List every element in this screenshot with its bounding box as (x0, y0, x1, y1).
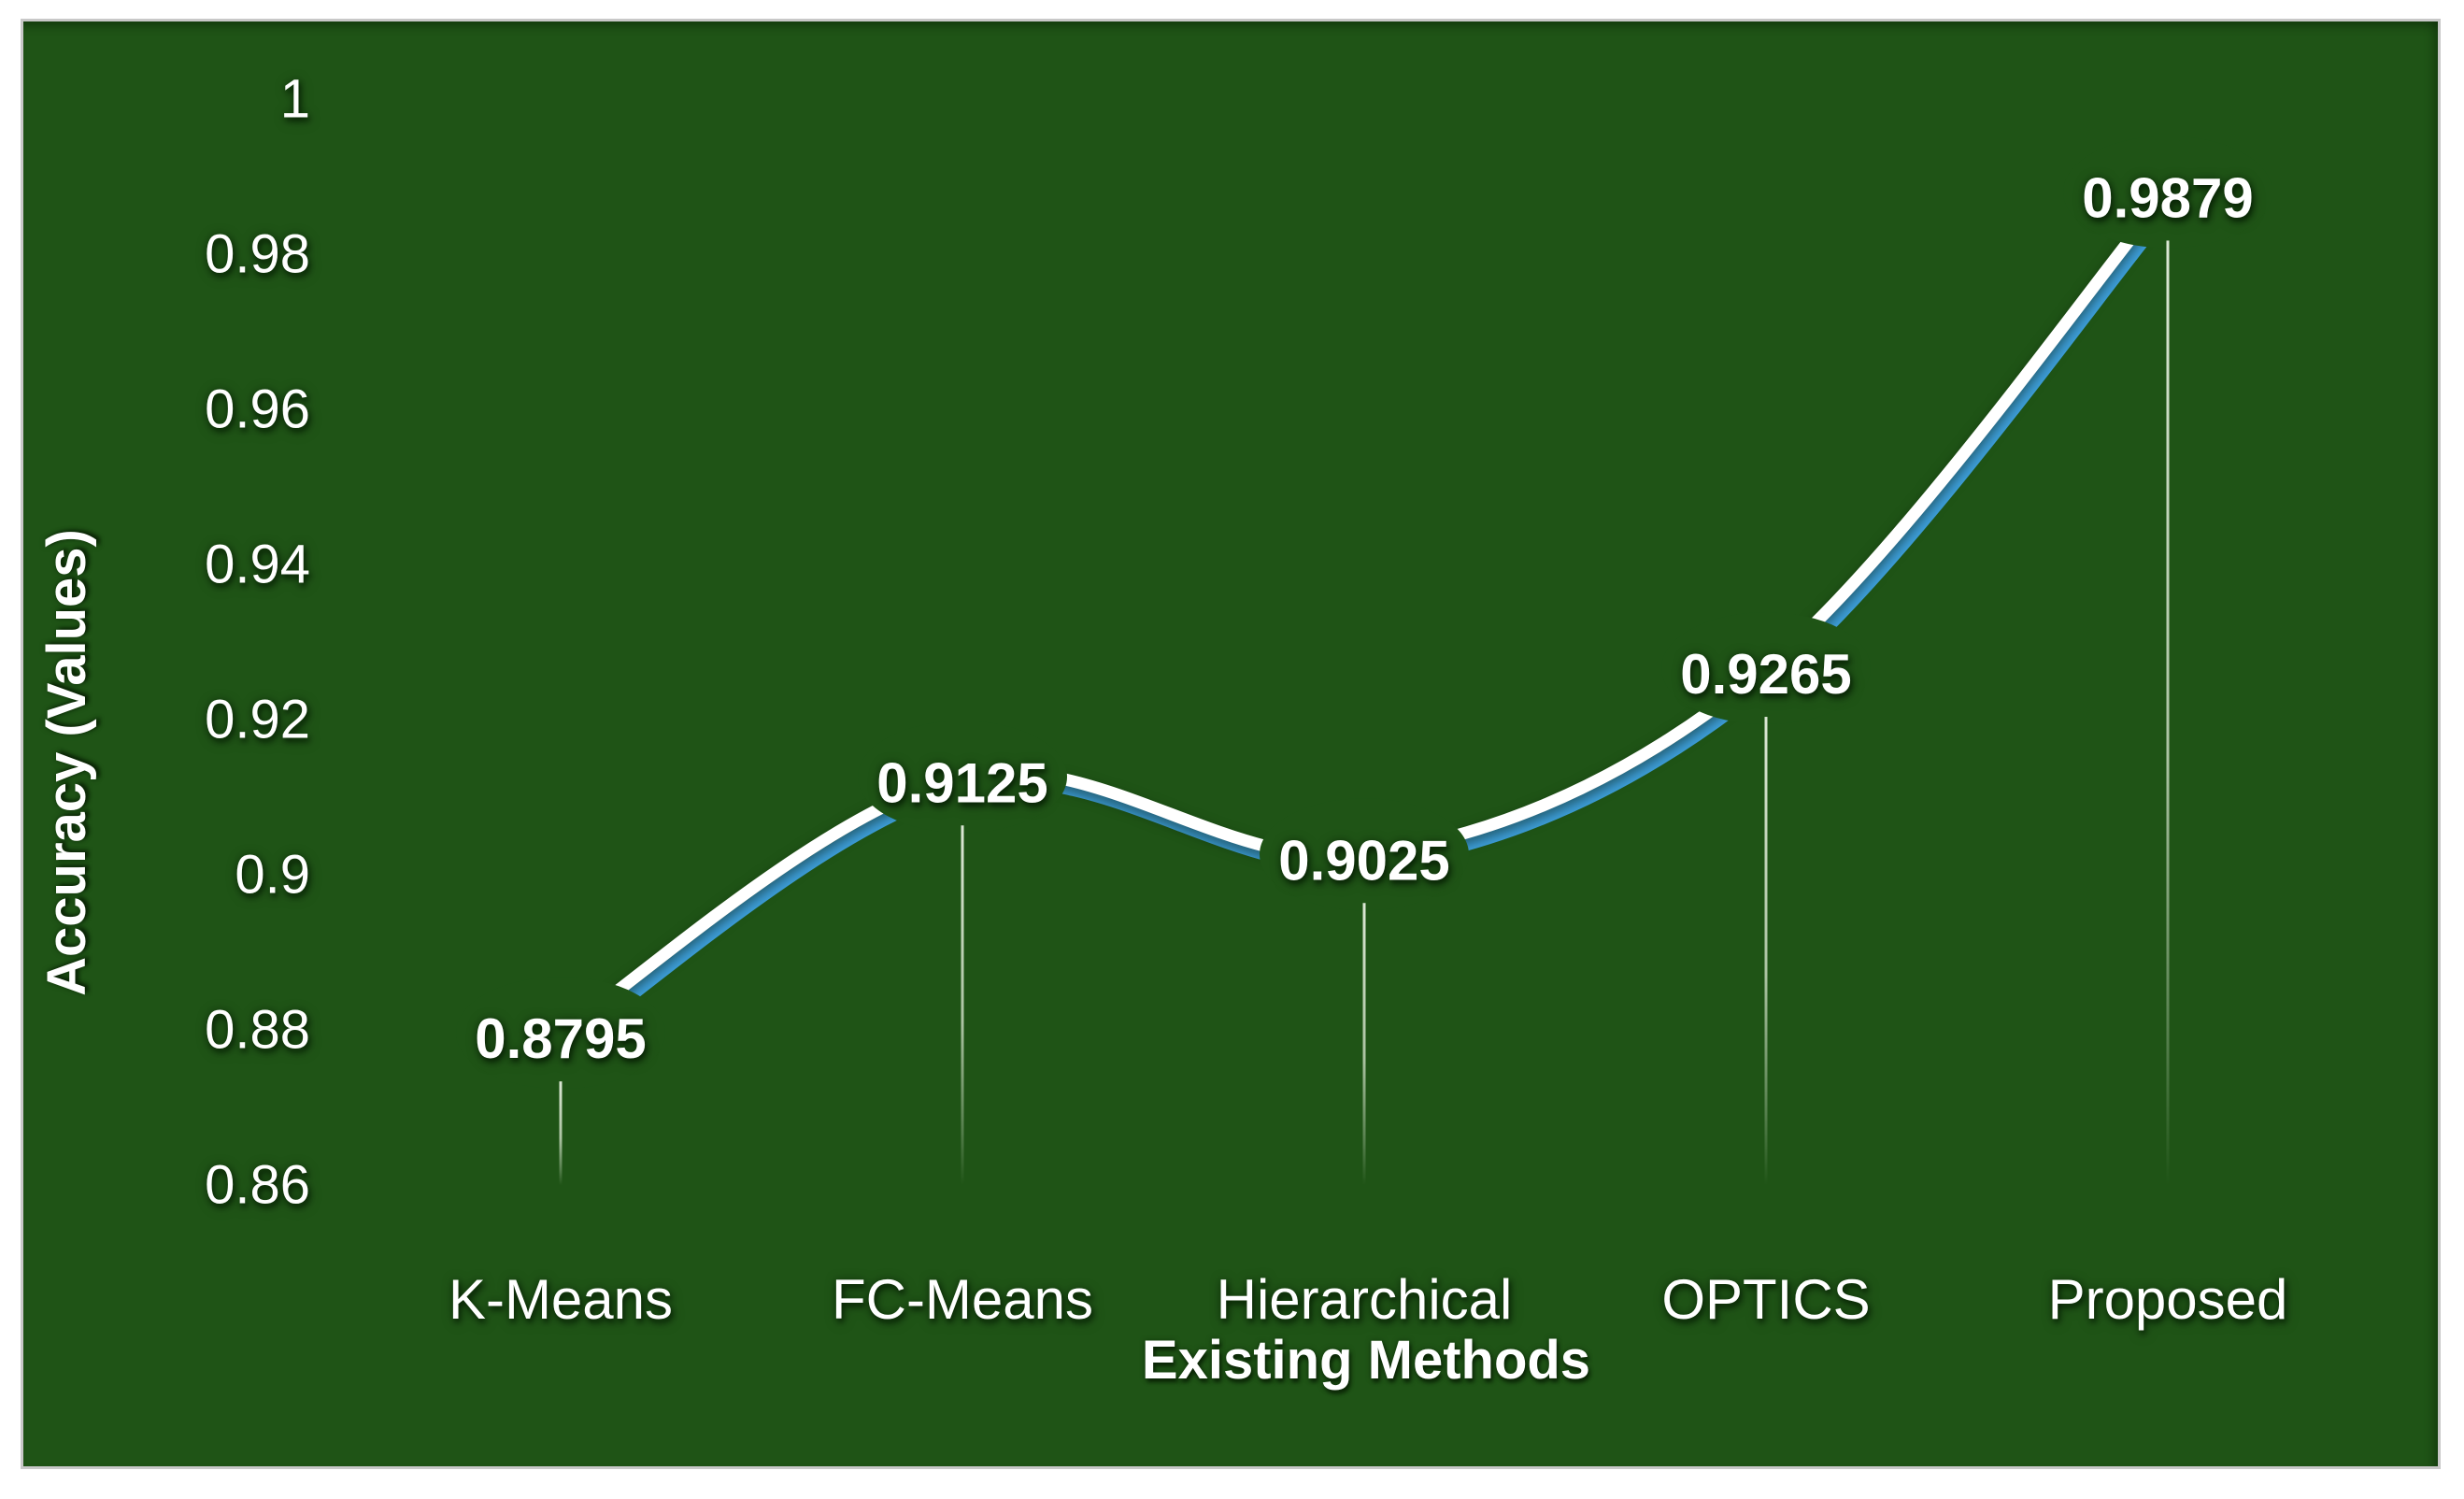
x-category-label: Proposed (2048, 1268, 2288, 1331)
y-tick-label: 0.9 (235, 844, 310, 905)
y-tick-label: 0.86 (205, 1154, 310, 1215)
drop-line (559, 1081, 563, 1185)
drop-line (961, 825, 964, 1185)
point-label-gap (2063, 136, 2272, 249)
y-tick-label: 0.88 (205, 999, 310, 1060)
drop-line (1764, 717, 1768, 1185)
y-tick-label: 0.96 (205, 378, 310, 439)
data-point-label: 0.9879 (2082, 166, 2254, 229)
data-point-label: 0.8795 (475, 1007, 647, 1070)
point-label-gap (858, 721, 1067, 834)
data-point-label: 0.9025 (1278, 829, 1450, 892)
drop-line (2166, 240, 2170, 1185)
x-category-label: Hierarchical (1217, 1268, 1513, 1331)
chart-plot-area (21, 19, 2441, 1469)
y-axis-title: Accuracy (Values) (36, 529, 97, 996)
x-category-label: FC-Means (832, 1268, 1093, 1331)
x-category-label: OPTICS (1661, 1268, 1870, 1331)
data-point-label: 0.9265 (1680, 643, 1852, 706)
y-tick-label: 0.92 (205, 689, 310, 750)
y-tick-label: 0.98 (205, 223, 310, 284)
point-label-gap (456, 977, 665, 1090)
y-tick-label: 1 (280, 68, 310, 129)
point-label-gap (1260, 798, 1469, 911)
series-line-accent (563, 198, 2179, 1049)
x-category-label: K-Means (449, 1268, 673, 1331)
data-point-label: 0.9125 (876, 751, 1048, 814)
point-label-gap (1661, 612, 1871, 725)
x-axis-title: Existing Methods (1141, 1330, 1591, 1391)
drop-line (1362, 903, 1366, 1185)
y-tick-label: 0.94 (205, 534, 310, 594)
